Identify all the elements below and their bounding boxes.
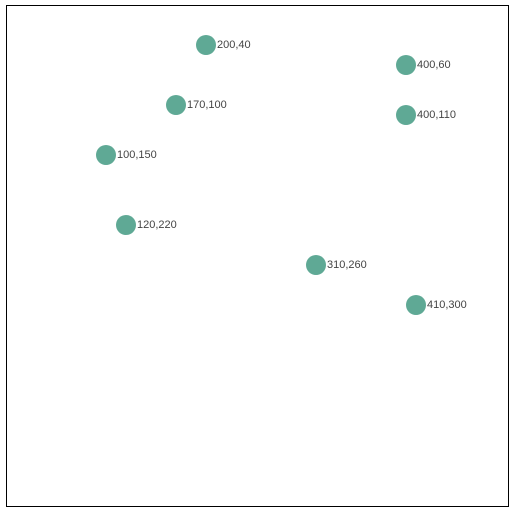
scatter-point [306,255,326,275]
point-label: 200,40 [217,39,251,51]
point-label: 100,150 [117,149,157,161]
scatter-point [396,55,416,75]
scatter-point [96,145,116,165]
scatter-point [116,215,136,235]
scatter-point [406,295,426,315]
point-label: 410,300 [427,299,467,311]
point-label: 400,110 [417,109,456,121]
scatter-point [166,95,186,115]
scatter-point [196,35,216,55]
chart-frame [6,5,509,507]
point-label: 120,220 [137,219,177,231]
points-layer: 200,40 400,60 170,100 400,110 100,150 120,220… [96,35,467,315]
point-label: 170,100 [187,99,227,111]
point-label: 310,260 [327,259,367,271]
point-label: 400,60 [417,59,451,71]
scatter-point [396,105,416,125]
